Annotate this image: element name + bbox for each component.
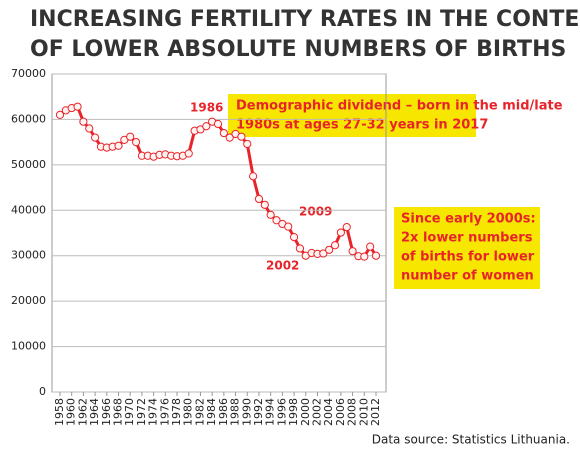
x-tick-label: 1974	[147, 398, 160, 426]
data-point	[213, 119, 223, 129]
x-tick-label: 1978	[170, 398, 183, 426]
y-tick-label: 70000	[11, 67, 46, 80]
data-point	[371, 251, 381, 260]
source: Data source: Statistics Lithuania.	[372, 433, 570, 447]
x-tick-label: 2010	[357, 398, 370, 426]
data-point	[219, 128, 228, 138]
point-label: 2009	[299, 205, 332, 219]
data-point	[360, 252, 369, 261]
data-point	[342, 222, 351, 232]
data-point	[114, 141, 123, 150]
data-point	[249, 172, 258, 181]
annotation: 1980s at ages 27-32 years in 2017	[236, 118, 488, 133]
x-tick-label: 1992	[252, 398, 265, 426]
data-point	[319, 249, 328, 258]
data-point	[237, 132, 246, 141]
data-point	[79, 117, 88, 126]
data-point	[272, 216, 281, 225]
data-point	[55, 110, 65, 119]
y-tick-label: 20000	[11, 294, 46, 307]
annotation: Demographic dividend – born in the mid/l…	[236, 99, 563, 114]
x-tick-label: 1996	[275, 398, 288, 426]
data-point	[91, 133, 100, 142]
data-point	[325, 245, 334, 254]
x-tick-label: 1976	[158, 398, 171, 426]
x-tick-label: 1970	[123, 398, 136, 426]
x-tick-label: 1972	[135, 398, 148, 426]
x-tick-label: 1968	[112, 398, 125, 426]
x-tick-label: 1980	[182, 398, 195, 426]
x-tick-label: 1962	[76, 398, 89, 426]
data-point	[73, 102, 82, 111]
data-point	[366, 242, 375, 251]
y-tick-label: 30000	[11, 249, 46, 262]
title-line: INCREASING FERTILITY RATES IN THE CONTEX…	[30, 7, 580, 32]
data-point	[126, 132, 135, 141]
x-tick-label: 1958	[53, 398, 66, 426]
data-point	[85, 124, 94, 133]
x-tick-label: 2002	[310, 398, 323, 426]
data-point	[131, 138, 141, 147]
data-point	[184, 149, 193, 158]
data-point	[289, 232, 299, 242]
point-label: 2002	[266, 259, 299, 273]
x-tick-label: 1988	[229, 398, 242, 426]
x-tick-label: 2008	[346, 398, 359, 426]
x-tick-label: 1964	[88, 398, 101, 426]
x-tick-label: 1982	[193, 398, 206, 426]
annotation: of births for lower	[401, 250, 535, 265]
x-tick-label: 2012	[369, 398, 382, 426]
point-label: 1986	[190, 101, 223, 115]
data-point	[254, 194, 264, 204]
annotation-box	[394, 207, 540, 289]
annotation-box	[228, 94, 476, 137]
data-point	[348, 247, 357, 256]
x-tick-label: 2000	[299, 398, 312, 426]
annotation: 2x lower numbers	[401, 231, 533, 246]
data-point	[295, 244, 305, 253]
data-point	[260, 200, 269, 209]
x-tick-label: 1986	[217, 398, 230, 426]
annotation: number of women	[401, 269, 534, 284]
annotation: Since early 2000s:	[401, 212, 536, 227]
data-point	[284, 222, 293, 231]
x-tick-label: 1984	[205, 398, 218, 426]
x-tick-label: 1994	[264, 398, 277, 426]
data-point	[266, 210, 275, 219]
data-point	[243, 139, 252, 149]
x-tick-label: 1998	[287, 398, 300, 426]
title-line: OF LOWER ABSOLUTE NUMBERS OF BIRTHS	[30, 37, 566, 62]
y-tick-label: 50000	[11, 158, 46, 171]
y-tick-label: 0	[39, 385, 46, 398]
data-point	[330, 241, 340, 250]
data-point	[202, 122, 211, 131]
y-tick-label: 60000	[11, 112, 46, 125]
y-tick-label: 40000	[11, 203, 46, 216]
x-tick-label: 1966	[100, 398, 113, 426]
x-tick-label: 2004	[322, 398, 335, 426]
data-point	[225, 133, 234, 142]
x-tick-label: 1990	[240, 398, 253, 426]
y-tick-label: 10000	[11, 340, 46, 353]
x-tick-label: 2006	[334, 398, 347, 426]
data-point	[336, 228, 345, 237]
x-tick-label: 1960	[65, 398, 78, 426]
